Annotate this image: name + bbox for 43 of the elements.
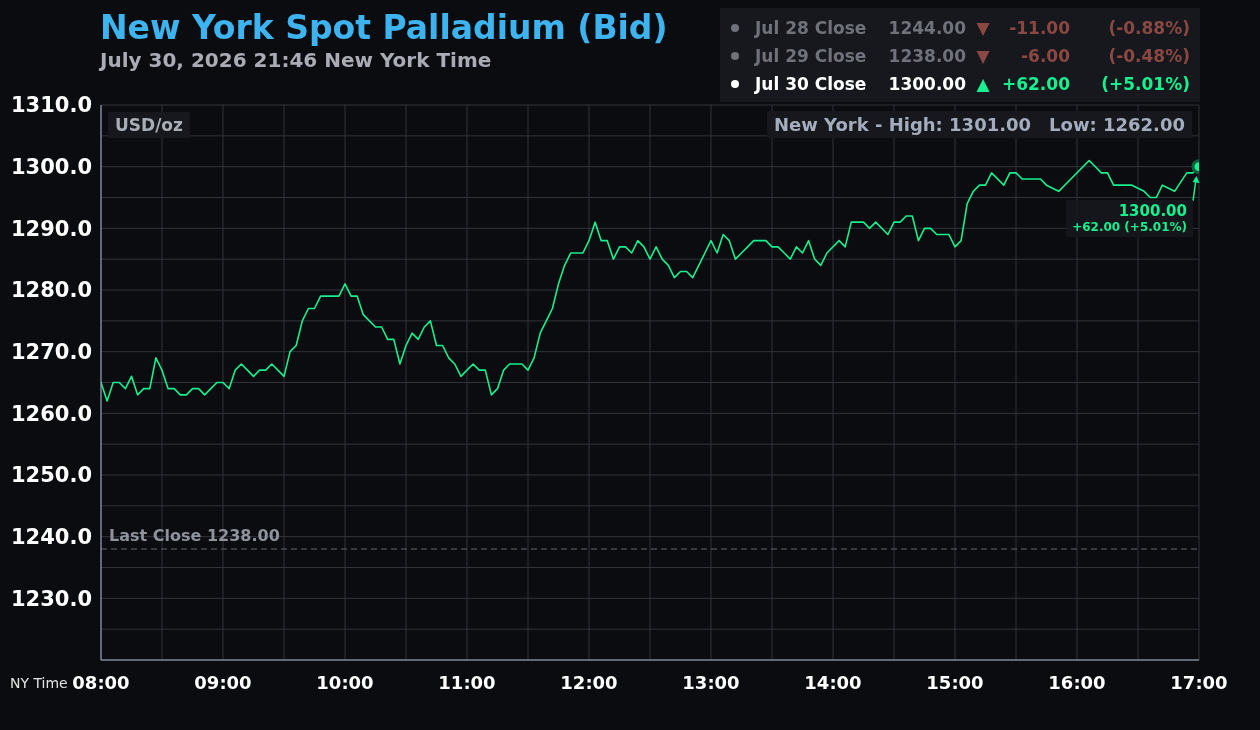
text: 1238.00	[888, 46, 966, 66]
text: -6.00	[1021, 46, 1070, 66]
text: (+5.01%)	[1101, 74, 1190, 94]
x-tick-label: 10:00	[316, 671, 374, 693]
text: 1244.00	[888, 18, 966, 38]
text: 1300.00	[888, 74, 966, 94]
y-tick-label: 1300.0	[10, 155, 92, 180]
text: ▼	[976, 18, 990, 38]
text: ▲	[976, 74, 990, 94]
text: (-0.88%)	[1108, 18, 1190, 38]
y-tick-label: 1270.0	[10, 340, 92, 365]
text: Jul 30 Close	[755, 74, 867, 94]
x-tick-label: 17:00	[1170, 671, 1228, 693]
y-tick-label: 1290.0	[10, 216, 92, 241]
x-tick-label: 09:00	[194, 671, 252, 693]
ref-line-label: Last Close 1238.00	[109, 526, 280, 545]
x-tick-label: 15:00	[926, 671, 984, 693]
chart-subtitle: July 30, 2026 21:46 New York Time	[100, 48, 492, 72]
x-axis-title: NY Time	[10, 675, 68, 691]
x-tick-label: 08:00	[72, 671, 130, 693]
text: Jul 29 Close	[755, 46, 867, 66]
y-tick-label: 1260.0	[10, 401, 92, 426]
annotation: New York - High: 1301.00	[773, 113, 1032, 137]
text: Jul 28 Close	[755, 18, 867, 38]
y-tick-label: 1230.0	[10, 586, 92, 611]
y-tick-label: 1280.0	[10, 278, 92, 303]
text: (-0.48%)	[1108, 46, 1190, 66]
chart-title: New York Spot Palladium (Bid)	[100, 8, 668, 47]
x-tick-label: 14:00	[804, 671, 862, 693]
annotation: +62.00 (+5.01%)	[1072, 219, 1187, 234]
y-tick-label: 1240.0	[10, 525, 92, 550]
x-tick-label: 16:00	[1048, 671, 1106, 693]
text: +62.00	[1001, 74, 1070, 94]
y-axis-title: USD/oz	[115, 115, 183, 135]
text: ▼	[976, 46, 990, 66]
annotation: Low: 1262.00	[1049, 113, 1185, 137]
annotation: 1300.00	[1118, 201, 1187, 220]
y-tick-label: 1250.0	[10, 463, 92, 488]
y-tick-label: 1310.0	[10, 93, 92, 118]
text: -11.00	[1009, 18, 1070, 38]
x-tick-label: 12:00	[560, 671, 618, 693]
x-tick-label: 13:00	[682, 671, 740, 693]
x-tick-label: 11:00	[438, 671, 496, 693]
